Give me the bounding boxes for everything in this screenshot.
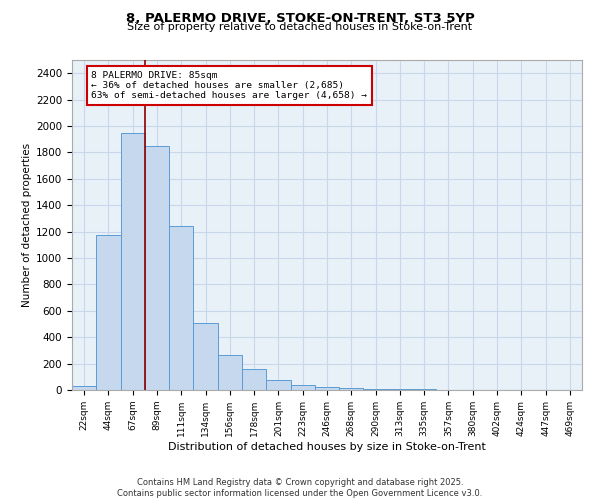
Text: 8 PALERMO DRIVE: 85sqm
← 36% of detached houses are smaller (2,685)
63% of semi-: 8 PALERMO DRIVE: 85sqm ← 36% of detached… (91, 70, 367, 101)
Bar (169, 226, 193, 390)
Bar (242, 369, 266, 390)
Bar (364, 389, 388, 390)
Text: Size of property relative to detached houses in Stoke-on-Trent: Size of property relative to detached ho… (127, 22, 473, 32)
Bar (72, 386, 96, 390)
Bar (218, 355, 242, 390)
Bar (145, 146, 169, 390)
Bar (121, 132, 145, 390)
Bar (266, 380, 290, 390)
Bar (290, 386, 315, 390)
Bar (315, 388, 339, 390)
X-axis label: Distribution of detached houses by size in Stoke-on-Trent: Distribution of detached houses by size … (168, 442, 486, 452)
Bar (339, 388, 364, 390)
Y-axis label: Number of detached properties: Number of detached properties (22, 143, 32, 307)
Bar (193, 322, 218, 390)
Text: Contains HM Land Registry data © Crown copyright and database right 2025.
Contai: Contains HM Land Registry data © Crown c… (118, 478, 482, 498)
Text: 8, PALERMO DRIVE, STOKE-ON-TRENT, ST3 5YP: 8, PALERMO DRIVE, STOKE-ON-TRENT, ST3 5Y… (125, 12, 475, 26)
Bar (96, 235, 121, 390)
